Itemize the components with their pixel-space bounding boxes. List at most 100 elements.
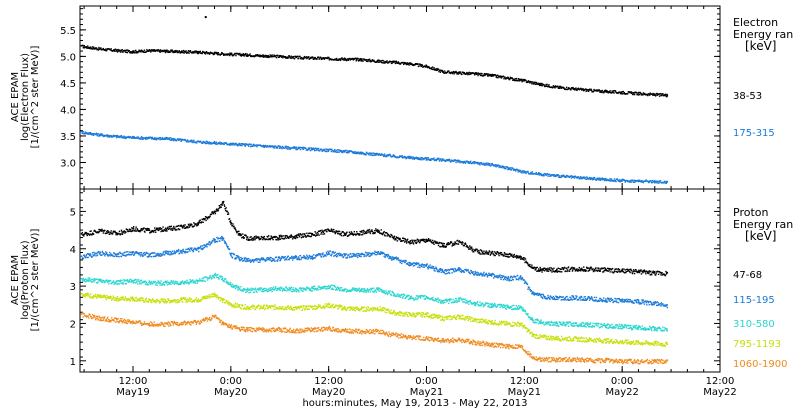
data-point [347,150,350,153]
data-point [262,56,265,58]
data-point [434,241,437,244]
data-point [301,236,304,238]
data-point [123,252,125,254]
data-point [461,73,463,76]
data-point [389,236,392,238]
data-point [659,180,662,182]
data-point [238,234,241,236]
data-point [89,133,92,135]
data-point [244,258,246,260]
data-point [607,90,609,93]
data-point [648,93,650,95]
data-point [449,161,452,163]
data-point [342,256,345,258]
data-point [315,149,317,152]
data-point [89,233,92,235]
data-point [274,145,277,147]
data-point [400,260,402,262]
data-point [603,177,605,180]
data-point [317,147,320,150]
data-point [212,240,214,242]
data-point [166,227,169,230]
data-point [114,253,116,255]
data-point [335,231,337,234]
data-point [504,76,506,78]
data-point [409,243,411,245]
data-point [561,176,563,178]
data-point [535,267,537,269]
data-point [238,144,240,146]
data-point [580,176,582,178]
data-point [105,251,107,253]
data-point [576,89,578,92]
data-point [348,254,350,256]
data-point [345,149,347,152]
data-point [299,148,302,151]
data-point [652,94,654,96]
data-point [80,44,83,47]
data-point [449,72,452,75]
data-point [254,55,257,57]
data-point [513,253,515,256]
data-point [446,269,448,271]
data-point [360,58,363,60]
data-point [521,80,524,82]
data-point [320,233,322,235]
data-point [539,83,542,85]
data-point [308,257,310,259]
data-point [365,154,367,156]
data-point [666,95,668,98]
data-point [188,226,191,228]
data-point [454,241,456,243]
data-point [630,269,633,272]
data-point [265,259,267,261]
data-point [349,233,351,236]
data-point [559,271,561,273]
data-point [601,267,604,269]
data-point [173,250,175,252]
data-point [522,257,525,259]
data-point [248,54,251,56]
data-point [400,240,402,243]
data-point [596,270,599,272]
data-point [497,275,500,277]
data-point [454,71,457,74]
data-point [113,49,115,51]
data-point [260,238,262,240]
data-point [405,240,407,243]
data-point [633,272,636,275]
data-point [290,147,293,149]
data-point [481,250,483,253]
data-point [200,221,203,223]
data-point [170,225,173,227]
data-point [133,230,136,232]
data-point [356,252,358,255]
data-point [299,146,301,149]
data-point [621,180,623,182]
data-point [629,181,631,183]
data-point [240,233,242,235]
data-point [478,250,480,252]
data-point [242,233,244,235]
data-point [434,240,436,242]
data-point [343,234,346,236]
data-point [517,80,519,82]
data-point [213,53,216,55]
data-point [511,275,513,278]
data-point [629,268,632,270]
data-point [335,253,337,256]
data-point [523,257,526,259]
data-point [184,224,186,226]
data-point [614,268,617,270]
data-point [271,236,274,239]
data-point [307,258,309,260]
data-point [489,250,491,253]
data-point [215,141,218,143]
data-point [440,268,442,270]
data-point [223,200,225,203]
data-point [479,73,481,75]
data-point [229,52,232,55]
data-point [409,156,412,159]
data-point [125,251,128,253]
data-point [151,138,153,140]
